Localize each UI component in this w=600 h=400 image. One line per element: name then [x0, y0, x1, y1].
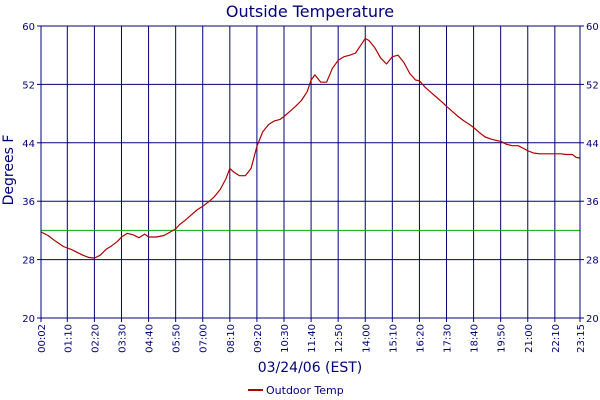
- x-tick-label: 03:30: [117, 324, 128, 353]
- x-tick-label: 12:50: [334, 324, 345, 353]
- x-tick-label: 15:10: [388, 324, 399, 353]
- chart-title: Outside Temperature: [226, 2, 394, 21]
- y-axis-label: Degrees F: [1, 135, 17, 206]
- x-tick-label: 08:10: [226, 324, 237, 353]
- x-axis-label: 03/24/06 (EST): [258, 360, 363, 376]
- y-tick-label-left: 20: [22, 314, 35, 325]
- y-tick-label-left: 28: [22, 256, 35, 267]
- y-tick-label-right: 36: [586, 197, 599, 208]
- x-tick-label: 23:15: [576, 324, 587, 353]
- y-tick-label-left: 52: [22, 80, 35, 91]
- y-tick-label-right: 52: [586, 80, 599, 91]
- x-tick-label: 05:50: [172, 324, 183, 353]
- legend-label: Outdoor Temp: [266, 384, 344, 397]
- y-tick-label-left: 44: [22, 139, 35, 150]
- series-group: [40, 37, 581, 259]
- legend: Outdoor Temp: [248, 384, 344, 397]
- x-tick-label: 18:40: [470, 324, 481, 353]
- plot-frame: [40, 25, 581, 319]
- x-tick-label: 00:02: [37, 324, 48, 353]
- x-tick-label: 04:40: [145, 324, 156, 353]
- grid: [41, 26, 580, 318]
- y-tick-label-right: 60: [586, 22, 599, 33]
- x-tick-label: 21:00: [524, 324, 535, 353]
- x-tick-label: 01:10: [63, 324, 74, 353]
- x-tick-label: 22:10: [551, 324, 562, 353]
- x-tick-label: 11:40: [307, 324, 318, 353]
- x-tick-label: 16:20: [415, 324, 426, 353]
- y-axis-right: 20 28 36 44 52 60: [580, 22, 599, 325]
- y-tick-label-left: 60: [22, 22, 35, 33]
- x-tick-label: 10:30: [280, 324, 291, 353]
- x-tick-label: 09:20: [253, 324, 264, 353]
- y-tick-label-right: 20: [586, 314, 599, 325]
- x-tick-label: 14:00: [361, 324, 372, 353]
- x-tick-label: 19:50: [497, 324, 508, 353]
- y-tick-label-left: 36: [22, 197, 35, 208]
- y-tick-label-right: 44: [586, 139, 599, 150]
- y-axis-left: 20 28 36 44 52 60: [22, 22, 41, 325]
- x-axis: 00:02 01:10 02:20 03:30 04:40 05:50 07:00 08:10…: [37, 318, 587, 353]
- x-tick-label: 17:30: [443, 324, 454, 353]
- x-tick-label: 07:00: [199, 324, 210, 353]
- y-tick-label-right: 28: [586, 256, 599, 267]
- series-line-outdoor-temp: [40, 37, 581, 259]
- x-tick-label: 02:20: [90, 324, 101, 353]
